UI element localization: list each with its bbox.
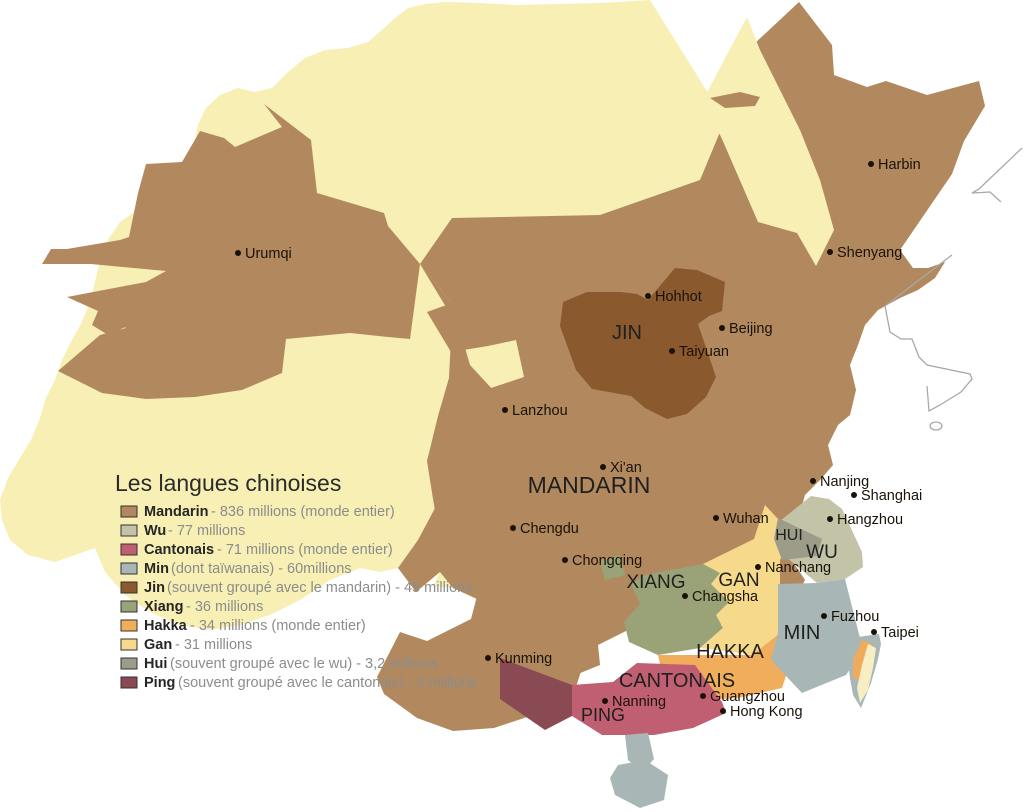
svg-text:Chengdu: Chengdu — [520, 521, 579, 537]
svg-text:Xiang: Xiang — [144, 599, 183, 615]
svg-text:Shenyang: Shenyang — [837, 245, 902, 261]
svg-text:(souvent groupé avec le wu) -: (souvent groupé avec le wu) - 3,2 millio… — [170, 656, 438, 672]
svg-text:Xi'an: Xi'an — [610, 460, 642, 476]
svg-text:- 36 millions: - 36 millions — [186, 599, 263, 615]
svg-text:Nanchang: Nanchang — [765, 560, 831, 576]
svg-text:Hong Kong: Hong Kong — [730, 704, 803, 720]
svg-text:JIN: JIN — [612, 322, 642, 344]
svg-text:Changsha: Changsha — [692, 589, 759, 605]
svg-text:Nanning: Nanning — [612, 694, 666, 710]
svg-text:Beijing: Beijing — [729, 321, 773, 337]
svg-text:MIN: MIN — [784, 622, 821, 644]
svg-text:Les langues chinoises: Les langues chinoises — [115, 470, 341, 496]
svg-text:Taipei: Taipei — [881, 625, 919, 641]
svg-text:Mandarin: Mandarin — [144, 504, 208, 520]
svg-text:Kunming: Kunming — [495, 651, 552, 667]
svg-text:Taiyuan: Taiyuan — [679, 344, 729, 360]
svg-text:Lanzhou: Lanzhou — [512, 403, 568, 419]
svg-text:- 836 millions (monde entier): - 836 millions (monde entier) — [211, 504, 395, 520]
svg-text:- 77 millions: - 77 millions — [168, 523, 245, 539]
svg-text:Hohhot: Hohhot — [655, 289, 702, 305]
svg-text:(souvent groupé avec le canton: (souvent groupé avec le cantonais) - 2 m… — [178, 675, 477, 691]
svg-text:Shanghai: Shanghai — [861, 488, 922, 504]
svg-text:XIANG: XIANG — [626, 572, 685, 593]
svg-text:Min: Min — [144, 561, 169, 577]
svg-text:Hangzhou: Hangzhou — [837, 512, 903, 528]
svg-text:Guangzhou: Guangzhou — [710, 689, 785, 705]
svg-text:Chongqing: Chongqing — [572, 553, 642, 569]
svg-text:Wu: Wu — [144, 523, 166, 539]
svg-text:HUI: HUI — [775, 527, 803, 544]
svg-text:(dont taïwanais) - 60millions: (dont taïwanais) - 60millions — [171, 561, 352, 577]
svg-text:Hui: Hui — [144, 656, 167, 672]
svg-text:- 31 millions: - 31 millions — [175, 637, 252, 653]
svg-text:Ping: Ping — [144, 675, 175, 691]
svg-text:Fuzhou: Fuzhou — [831, 609, 879, 625]
svg-text:Gan: Gan — [144, 637, 172, 653]
svg-text:Wuhan: Wuhan — [723, 511, 769, 527]
svg-text:Harbin: Harbin — [878, 157, 921, 173]
svg-text:- 34 millions (monde entier): - 34 millions (monde entier) — [190, 618, 366, 634]
svg-text:Cantonais: Cantonais — [144, 542, 214, 558]
svg-text:Jin: Jin — [144, 580, 165, 596]
svg-text:HAKKA: HAKKA — [696, 641, 764, 663]
svg-text:- 71 millions (monde entier): - 71 millions (monde entier) — [217, 542, 393, 558]
svg-text:(souvent groupé avec le mandar: (souvent groupé avec le mandarin) - 45 m… — [167, 580, 472, 596]
svg-text:Hakka: Hakka — [144, 618, 188, 634]
svg-text:Urumqi: Urumqi — [245, 246, 292, 262]
svg-text:GAN: GAN — [718, 570, 759, 591]
